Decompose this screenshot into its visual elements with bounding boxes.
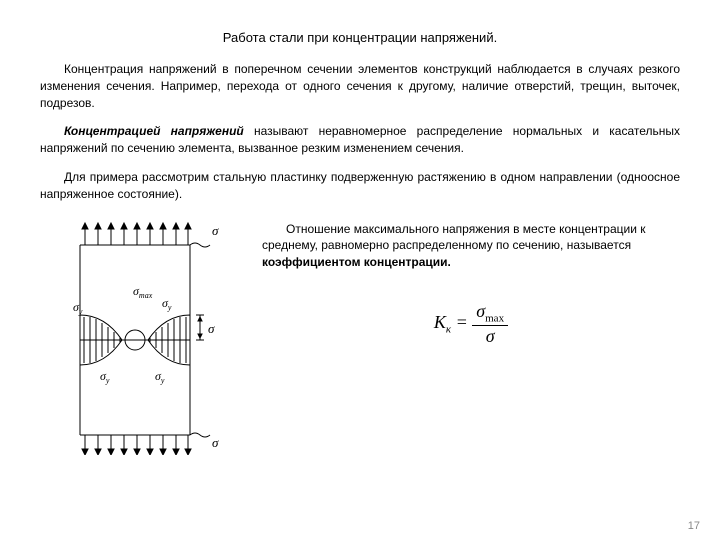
formula: Kк = σmax σ (262, 301, 680, 347)
paragraph-1: Концентрация напряжений в поперечном сеч… (40, 61, 680, 111)
formula-lhs: K (434, 312, 446, 332)
sigma-height-label: σ (208, 321, 215, 336)
coefficient-term: коэффициентом концентрации. (262, 255, 451, 269)
sigma-right-bottom: σy (155, 369, 165, 385)
sigma-left-bottom: σy (100, 369, 110, 385)
emphasis-term: Концентрацией напряжений (64, 124, 244, 138)
formula-denominator: σ (472, 326, 508, 347)
formula-numerator: σmax (472, 301, 508, 326)
stress-diagram: σ σmax σy σy σy σy σ σ (40, 215, 250, 455)
sigma-bottom-label: σ (212, 435, 219, 450)
paragraph-2: Концентрацией напряжений называют неравн… (40, 123, 680, 157)
sigma-left-top: σy (73, 300, 83, 316)
sigma-right-top: σy (162, 296, 172, 312)
sigma-max-label: σmax (133, 284, 153, 300)
formula-eq: = (456, 312, 473, 332)
title: Работа стали при концентрации напряжений… (40, 30, 680, 45)
right-text-1: Отношение максимального напряжения в мес… (262, 222, 646, 253)
right-column: Отношение максимального напряжения в мес… (262, 215, 680, 455)
right-paragraph: Отношение максимального напряжения в мес… (262, 221, 680, 271)
paragraph-3: Для примера рассмотрим стальную пластинк… (40, 169, 680, 203)
content-row: σ σmax σy σy σy σy σ σ Отношение максима… (40, 215, 680, 455)
sigma-top-label: σ (212, 223, 219, 238)
formula-fraction: σmax σ (472, 301, 508, 347)
formula-lhs-sub: к (446, 323, 451, 335)
page-number: 17 (688, 520, 700, 532)
